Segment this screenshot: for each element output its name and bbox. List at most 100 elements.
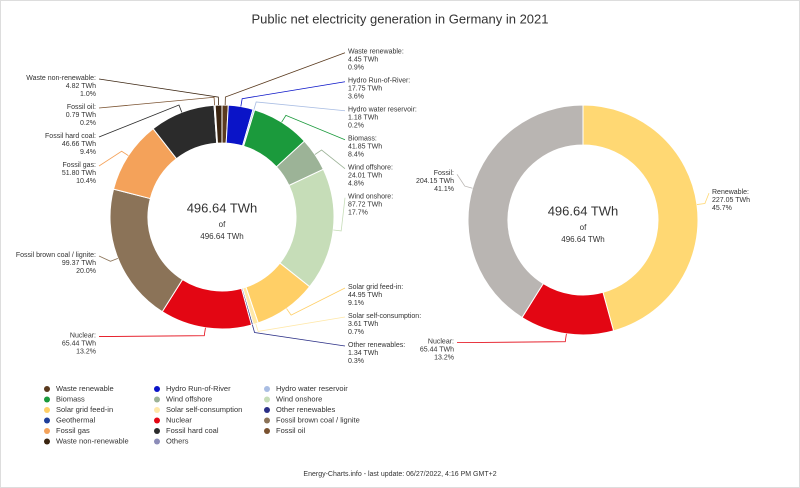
slice-name: Nuclear:	[428, 338, 454, 345]
slice-percent: 0.2%	[80, 120, 96, 127]
slice-value: 65.44 TWh	[420, 346, 454, 353]
slice-name: Fossil:	[434, 170, 454, 177]
slice-percent: 13.2%	[76, 348, 96, 355]
slice-name: Wind onshore:	[348, 194, 393, 201]
center-label: 496.64 TWh	[187, 200, 258, 215]
legend-marker	[154, 417, 160, 424]
legend-label: Fossil brown coal / lignite	[276, 415, 360, 424]
slice-value: 204.15 TWh	[416, 178, 454, 185]
slice-name: Fossil hard coal:	[45, 133, 96, 140]
slice-name: Renewable:	[712, 189, 749, 196]
legend-marker	[264, 396, 270, 403]
slice-value: 51.80 TWh	[62, 170, 96, 177]
slice-percent: 8.4%	[348, 152, 364, 159]
leader-line	[286, 287, 346, 316]
slice-name: Solar self-consumption:	[348, 313, 421, 320]
legend-marker	[154, 438, 160, 445]
legend-marker	[264, 407, 270, 413]
leader-line	[224, 52, 346, 106]
legend-label: Wind offshore	[166, 394, 212, 403]
leader-line	[456, 174, 473, 189]
leader-line	[98, 78, 219, 106]
legend-label: Waste non-renewable	[56, 436, 129, 445]
slice-percent: 45.7%	[712, 205, 732, 212]
slice-name: Waste renewable:	[348, 49, 404, 56]
slice-value: 3.61 TWh	[348, 321, 378, 328]
slice-name: Hydro Run-of-River:	[348, 78, 410, 85]
legend-label: Others	[166, 436, 189, 445]
legend-label: Solar self-consumption	[166, 405, 242, 414]
leader-line	[696, 193, 710, 205]
leader-line	[98, 255, 119, 262]
slice-percent: 20.0%	[76, 268, 96, 275]
slice-percent: 3.6%	[348, 94, 364, 101]
leader-line	[98, 104, 183, 138]
slice-name: Fossil gas:	[63, 162, 97, 169]
slice-name: Wind offshore:	[348, 165, 393, 172]
legend-label: Waste renewable	[56, 384, 114, 393]
legend-label: Fossil hard coal	[166, 426, 219, 435]
legend-marker	[44, 428, 50, 434]
slice-value: 41.85 TWh	[348, 144, 382, 151]
leader-line	[333, 197, 346, 232]
center-of: of	[580, 223, 587, 232]
leader-line	[98, 96, 216, 109]
slice-name: Other renewables:	[348, 342, 405, 349]
legend-marker	[44, 438, 50, 445]
legend-label: Fossil gas	[56, 426, 90, 435]
slice-value: 65.44 TWh	[62, 340, 96, 347]
leader-line	[314, 149, 346, 170]
legend-marker	[44, 396, 50, 403]
slice-name: Nuclear:	[70, 332, 96, 339]
legend-marker	[264, 428, 270, 434]
slice-name: Solar grid feed-in:	[348, 284, 403, 291]
slice-name: Fossil brown coal / lignite:	[16, 252, 96, 259]
center-total: 496.64 TWh	[561, 235, 604, 244]
leader-line	[252, 324, 346, 347]
legend-label: Solar grid feed-in	[56, 405, 113, 414]
slice-percent: 9.4%	[80, 149, 96, 156]
legend-label: Geothermal	[56, 415, 96, 424]
slice-percent: 1.0%	[80, 91, 96, 98]
legend-marker	[154, 428, 160, 434]
pie-slice	[582, 104, 699, 332]
legend-marker	[154, 386, 160, 392]
slice-percent: 41.1%	[434, 186, 454, 193]
slice-value: 17.75 TWh	[348, 86, 382, 93]
slice-name: Waste non-renewable:	[26, 75, 96, 82]
slice-value: 46.66 TWh	[62, 141, 96, 148]
slice-name: Fossil oil:	[67, 104, 96, 111]
leader-line	[253, 101, 346, 112]
legend-label: Hydro Run-of-River	[166, 384, 231, 393]
slice-percent: 0.3%	[348, 358, 364, 365]
leader-line	[240, 81, 346, 107]
legend-marker	[44, 386, 50, 392]
slice-percent: 13.2%	[434, 354, 454, 361]
slice-value: 1.34 TWh	[348, 350, 378, 357]
slice-value: 24.01 TWh	[348, 173, 382, 180]
slice-percent: 0.2%	[348, 123, 364, 130]
legend-label: Fossil oil	[276, 426, 306, 435]
slice-percent: 4.8%	[348, 181, 364, 188]
leader-line	[281, 114, 346, 141]
leader-line	[98, 150, 129, 167]
legend-marker	[154, 407, 160, 413]
center-label: 496.64 TWh	[548, 203, 619, 218]
legend-label: Wind onshore	[276, 394, 322, 403]
slice-value: 227.05 TWh	[712, 197, 750, 204]
slice-percent: 9.1%	[348, 300, 364, 307]
legend-marker	[44, 407, 50, 413]
legend-label: Biomass	[56, 394, 85, 403]
slice-percent: 0.7%	[348, 329, 364, 336]
slice-percent: 17.7%	[348, 210, 368, 217]
leader-line	[98, 327, 206, 337]
center-total: 496.64 TWh	[200, 232, 243, 241]
slice-percent: 0.9%	[348, 65, 364, 72]
slice-value: 4.82 TWh	[66, 83, 96, 90]
slice-value: 44.95 TWh	[348, 292, 382, 299]
footer: Energy-Charts.info - last update: 06/27/…	[303, 471, 496, 478]
slice-value: 4.45 TWh	[348, 57, 378, 64]
legend-label: Nuclear	[166, 415, 192, 424]
legend-marker	[264, 386, 270, 392]
